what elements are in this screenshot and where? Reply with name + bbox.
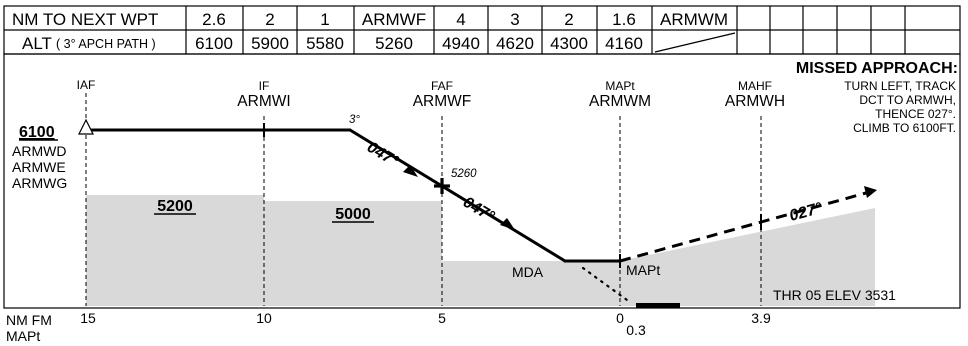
nm-cell-5: 4	[456, 10, 465, 29]
nm-cell-6: 3	[510, 10, 519, 29]
missed-approach-line-2: DCT TO ARMWH,	[859, 93, 956, 107]
missed-approach-line-4: CLIMB TO 6100FT.	[853, 121, 956, 135]
alt-cell-7: 4300	[550, 34, 588, 53]
alt-cell-6: 4620	[496, 34, 534, 53]
alt-cell-4: 5260	[375, 34, 413, 53]
row2-label: ALT	[22, 34, 52, 53]
mapt-marker: MAPt	[626, 262, 660, 278]
faf-cross-icon	[434, 178, 450, 194]
axis-tick-3-9: 3.9	[751, 310, 771, 326]
arrow-icon-inbound-1	[403, 165, 418, 177]
msa-2: 5000	[335, 206, 371, 223]
alt-cell-3: 5580	[306, 34, 344, 53]
axis-tick-0-3: 0.3	[626, 322, 646, 338]
faf-label: FAF	[431, 79, 453, 93]
if-label: IF	[259, 79, 270, 93]
course-inbound-1: 047°	[364, 139, 402, 171]
profile-frame	[3, 53, 961, 309]
msa-1: 5200	[157, 198, 193, 215]
approach-path	[90, 128, 622, 263]
course-inbound-2: 047°	[460, 194, 498, 226]
threshold-bar	[636, 303, 680, 308]
axis-label-line-2: MAPt	[6, 328, 40, 344]
terrain-shading	[86, 195, 875, 306]
missed-approach-title: MISSED APPROACH:	[796, 60, 958, 77]
mahf-name: ARMWH	[725, 93, 785, 110]
arrow-icon-missed	[864, 186, 877, 198]
row2-note: ( 3° APCH PATH )	[56, 37, 156, 51]
if-name: ARMWI	[237, 93, 290, 110]
nm-cell-2: 2	[265, 10, 274, 29]
missed-approach-path	[619, 191, 867, 263]
mapt-label: MAPt	[605, 79, 635, 93]
nm-cell-3: 1	[320, 10, 329, 29]
faf-name: ARMWF	[413, 93, 472, 110]
nm-cell-8: 1.6	[612, 10, 636, 29]
missed-approach-line-1: TURN LEFT, TRACK	[844, 79, 956, 93]
alt-cell-5: 4940	[442, 34, 480, 53]
visual-segment-dots	[581, 266, 629, 302]
iaf-label: IAF	[77, 78, 96, 92]
nm-cell-1: 2.6	[202, 10, 226, 29]
threshold-label: THR 05 ELEV 3531	[773, 287, 896, 303]
arrow-icon-inbound-2	[500, 218, 515, 230]
row1-label: NM TO NEXT WPT	[12, 10, 158, 29]
mahf-label: MAHF	[738, 79, 772, 93]
alt-cell-1: 6100	[195, 34, 233, 53]
iaf-triangle-icon	[78, 118, 94, 135]
missed-approach-line-3: THENCE 027°.	[875, 107, 956, 121]
mda-label: MDA	[512, 264, 544, 280]
faf-altitude: 5260	[451, 168, 477, 180]
mapt-name: ARMWM	[589, 93, 651, 110]
axis-tick-15: 15	[80, 310, 96, 326]
axis-tick-5: 5	[438, 310, 446, 326]
iaf-waypoint-1: ARMWD	[12, 143, 66, 159]
iaf-waypoint-3: ARMWG	[12, 175, 67, 191]
descent-angle: 3°	[349, 114, 360, 126]
iaf-altitude: 6100	[19, 124, 55, 141]
iaf-waypoint-2: ARMWE	[12, 159, 66, 175]
axis-label-line-1: NM FM	[6, 312, 52, 328]
alt-cell-8: 4160	[605, 34, 643, 53]
axis-tick-0: 0	[616, 310, 624, 326]
nm-cell-4: ARMWF	[362, 10, 426, 29]
nm-cell-7: 2	[564, 10, 573, 29]
alt-cell-2: 5900	[251, 34, 289, 53]
axis-tick-10: 10	[256, 310, 272, 326]
nm-cell-9: ARMWM	[660, 10, 728, 29]
